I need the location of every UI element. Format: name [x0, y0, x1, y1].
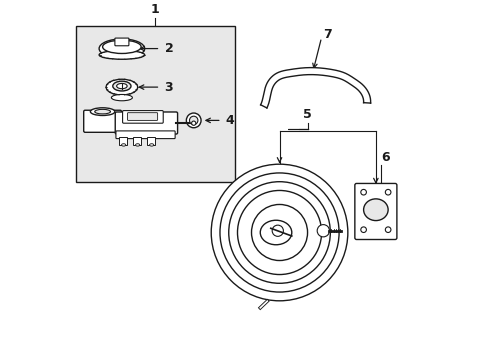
Text: 7: 7 — [323, 28, 331, 41]
FancyBboxPatch shape — [127, 113, 157, 120]
Ellipse shape — [113, 81, 131, 91]
FancyBboxPatch shape — [116, 131, 175, 139]
Ellipse shape — [111, 94, 132, 101]
Text: 3: 3 — [164, 81, 173, 94]
FancyBboxPatch shape — [354, 184, 396, 239]
Bar — [147, 137, 155, 145]
Bar — [119, 137, 127, 145]
FancyBboxPatch shape — [115, 38, 129, 46]
Text: 4: 4 — [225, 114, 233, 127]
Ellipse shape — [122, 144, 125, 146]
Ellipse shape — [191, 121, 195, 125]
Ellipse shape — [260, 220, 291, 245]
Bar — [76, 26, 235, 182]
Ellipse shape — [95, 109, 110, 114]
Ellipse shape — [251, 204, 307, 261]
Text: 1: 1 — [150, 3, 159, 16]
Ellipse shape — [149, 144, 153, 146]
FancyBboxPatch shape — [115, 112, 177, 134]
Polygon shape — [260, 68, 370, 108]
Text: 2: 2 — [164, 42, 173, 55]
Ellipse shape — [99, 39, 144, 58]
Ellipse shape — [135, 144, 140, 146]
Bar — [133, 137, 141, 145]
FancyBboxPatch shape — [83, 110, 122, 132]
Ellipse shape — [189, 116, 198, 125]
FancyBboxPatch shape — [122, 111, 163, 123]
Ellipse shape — [117, 84, 127, 89]
Ellipse shape — [272, 225, 283, 237]
Circle shape — [385, 189, 390, 195]
Ellipse shape — [317, 225, 329, 237]
Text: 5: 5 — [303, 108, 311, 121]
Ellipse shape — [211, 164, 347, 301]
Ellipse shape — [99, 50, 144, 59]
Ellipse shape — [363, 199, 387, 221]
Ellipse shape — [106, 79, 137, 95]
Ellipse shape — [186, 113, 201, 128]
Circle shape — [360, 189, 366, 195]
Circle shape — [385, 227, 390, 233]
Ellipse shape — [90, 108, 115, 116]
Ellipse shape — [102, 40, 141, 54]
Text: 6: 6 — [380, 151, 389, 164]
Circle shape — [360, 227, 366, 233]
